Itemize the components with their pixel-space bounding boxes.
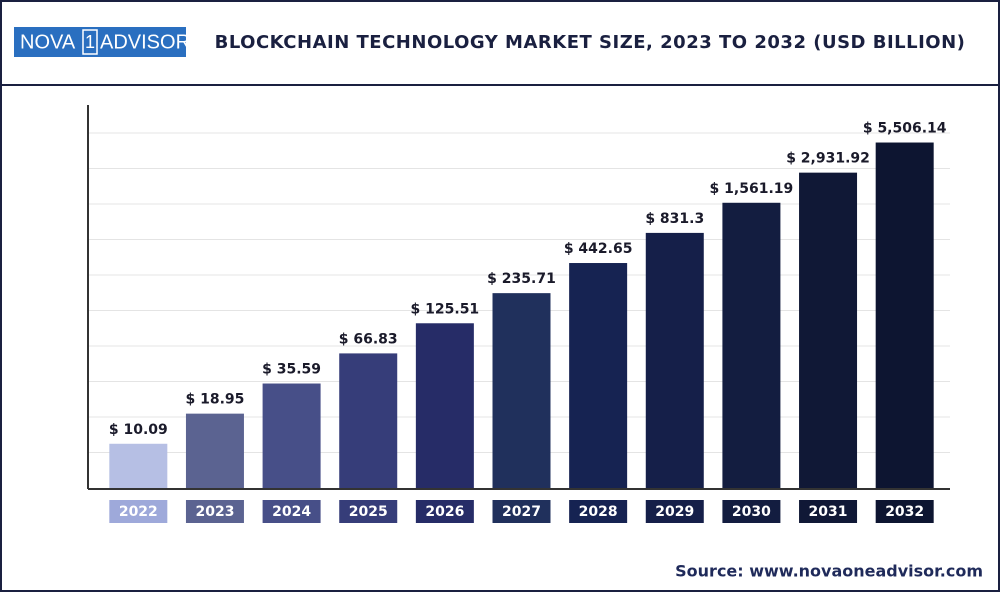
bar	[492, 293, 551, 488]
value-label: $ 35.59	[262, 362, 321, 378]
bar	[185, 413, 244, 488]
value-label: $ 125.51	[411, 301, 480, 317]
value-label: $ 831.3	[645, 211, 704, 227]
x-tick-label: 2028	[579, 504, 618, 520]
bar	[722, 202, 781, 488]
x-tick-label: 2027	[502, 504, 541, 520]
value-label: $ 66.83	[339, 331, 398, 347]
logo-text: 1	[85, 32, 95, 52]
value-label: $ 10.09	[109, 422, 168, 438]
bar	[262, 383, 321, 488]
category-box	[645, 500, 704, 523]
x-tick-label: 2022	[119, 504, 158, 520]
x-tick-label: 2032	[885, 504, 924, 520]
category-box	[339, 500, 398, 523]
x-tick-label: 2023	[195, 504, 234, 520]
bar	[875, 142, 934, 488]
bar	[339, 353, 398, 488]
x-tick-label: 2031	[809, 504, 848, 520]
value-label: $ 2,931.92	[786, 151, 870, 167]
x-tick-label: 2024	[272, 504, 311, 520]
x-tick-label: 2026	[425, 504, 464, 520]
x-tick-label: 2029	[655, 504, 694, 520]
category-box	[262, 500, 321, 523]
bar	[109, 443, 168, 488]
value-label: $ 442.65	[564, 241, 633, 257]
value-label: $ 235.71	[487, 271, 556, 287]
category-box	[569, 500, 628, 523]
bar	[415, 323, 474, 488]
category-box	[109, 500, 168, 523]
category-box	[415, 500, 474, 523]
value-label: $ 5,506.14	[863, 121, 947, 137]
logo-frame	[82, 29, 98, 55]
chart-title: BLOCKCHAIN TECHNOLOGY MARKET SIZE, 2023 …	[215, 32, 966, 53]
x-tick-label: 2030	[732, 504, 771, 520]
category-box	[185, 500, 244, 523]
category-box	[875, 500, 934, 523]
source: Source: www.novaoneadvisor.com	[675, 562, 983, 581]
bar	[645, 232, 704, 488]
logo-text: ADVISOR	[100, 31, 190, 53]
value-label: $ 1,561.19	[710, 181, 794, 197]
category-box	[722, 500, 781, 523]
x-tick-label: 2025	[349, 504, 388, 520]
bar	[569, 263, 628, 488]
category-box	[492, 500, 551, 523]
value-label: $ 18.95	[186, 392, 245, 408]
logo-box	[14, 27, 186, 57]
bar	[799, 172, 858, 488]
logo-text: NOVA	[20, 31, 76, 53]
category-box	[799, 500, 858, 523]
